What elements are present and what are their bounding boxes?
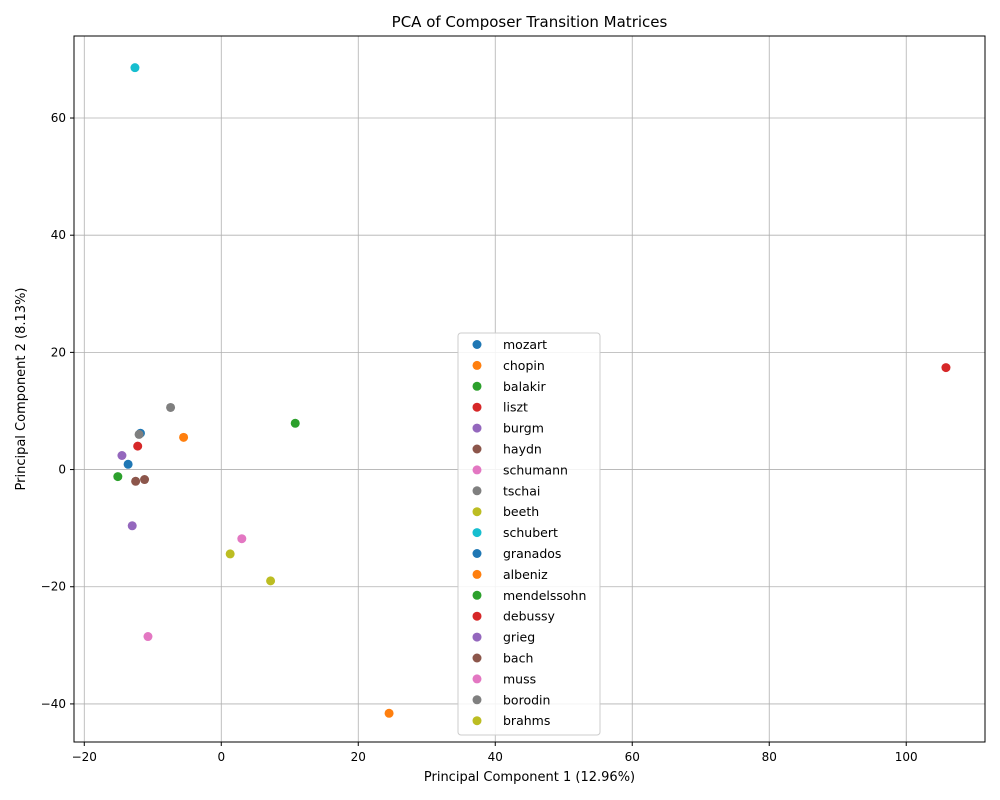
data-point-bach (131, 476, 141, 486)
legend-marker-liszt (472, 402, 482, 412)
legend-label-liszt: liszt (503, 400, 528, 415)
data-point-brahms (225, 549, 235, 559)
legend-marker-granados (472, 549, 482, 558)
legend-label-tschai: tschai (503, 483, 540, 498)
x-tick-label: 100 (895, 750, 918, 764)
axis-ticks: −20 0 20 40 60 80 100 −40 −20 0 20 40 60 (41, 111, 918, 764)
legend-marker-borodin (472, 695, 482, 705)
legend-marker-schumann (472, 465, 482, 475)
legend-marker-debussy (472, 611, 482, 621)
legend-box (457, 332, 601, 736)
legend-label-mozart: mozart (503, 337, 547, 352)
data-point-haydn (140, 475, 150, 485)
chart-title: PCA of Composer Transition Matrices (392, 13, 668, 31)
legend-label-schumann: schumann (503, 462, 568, 477)
x-axis-title: Principal Component 1 (12.96%) (424, 770, 635, 785)
legend-label-mendelssohn: mendelssohn (503, 588, 586, 603)
y-tick-label: −40 (41, 697, 66, 711)
data-point-liszt (941, 363, 951, 373)
legend-label-albeniz: albeniz (503, 567, 548, 582)
plot-frame (73, 35, 986, 743)
data-point-balakir (290, 418, 300, 428)
y-tick-label: 40 (51, 228, 66, 242)
legend-marker-bach (472, 653, 482, 663)
y-axis-title: Principal Component 2 (8.13%) (14, 288, 29, 491)
legend-label-burgm: burgm (503, 421, 544, 436)
data-point-granados (123, 459, 133, 469)
legend-marker-tschai (472, 486, 482, 496)
data-point-burgm (117, 450, 127, 460)
legend-label-grieg: grieg (503, 630, 535, 645)
x-tick-label: 20 (351, 750, 366, 764)
legend-marker-schubert (472, 528, 482, 538)
legend-label-granados: granados (503, 546, 561, 561)
legend-label-debussy: debussy (503, 609, 556, 624)
data-points (113, 63, 951, 718)
y-tick-label: 0 (58, 463, 66, 477)
data-point-schumann (237, 534, 247, 544)
legend-label-bach: bach (503, 651, 533, 666)
legend-label-muss: muss (503, 671, 536, 686)
legend-marker-muss (472, 674, 482, 684)
x-tick-label: 80 (762, 750, 777, 764)
legend-label-schubert: schubert (503, 525, 558, 540)
data-point-muss (143, 632, 153, 642)
data-point-debussy (133, 441, 143, 451)
data-point-tschai (134, 429, 144, 439)
data-point-schubert (130, 63, 140, 73)
legend-label-balakir: balakir (503, 379, 546, 394)
legend-marker-mendelssohn (472, 590, 482, 600)
data-point-chopin (179, 432, 189, 442)
y-tick-label: 20 (51, 345, 66, 359)
legend-label-brahms: brahms (503, 713, 550, 728)
y-tick-label: 60 (51, 111, 66, 125)
data-point-borodin (166, 402, 176, 412)
legend-marker-burgm (472, 423, 482, 433)
data-point-mendelssohn (113, 472, 123, 482)
y-tick-label: −20 (41, 580, 66, 594)
legend-marker-grieg (472, 632, 482, 642)
data-point-grieg (127, 521, 137, 531)
legend-marker-beeth (472, 507, 482, 517)
legend-marker-haydn (472, 444, 482, 454)
legend-label-beeth: beeth (503, 504, 539, 519)
legend-marker-mozart (472, 340, 482, 349)
data-point-albeniz (384, 708, 394, 718)
legend-marker-chopin (472, 360, 482, 370)
legend-marker-albeniz (472, 569, 482, 579)
data-point-beeth (266, 576, 276, 586)
grid-lines (74, 36, 985, 742)
legend-marker-balakir (472, 381, 482, 391)
legend-label-borodin: borodin (503, 692, 550, 707)
legend-marker-brahms (472, 716, 482, 726)
x-tick-label: 60 (625, 750, 640, 764)
x-tick-label: −20 (72, 750, 97, 764)
x-tick-label: 0 (217, 750, 225, 764)
legend-label-chopin: chopin (503, 358, 545, 373)
legend-label-haydn: haydn (503, 442, 542, 457)
legend: mozart chopin balakir liszt burgm haydn schuma… (457, 332, 601, 736)
x-tick-label: 40 (488, 750, 503, 764)
